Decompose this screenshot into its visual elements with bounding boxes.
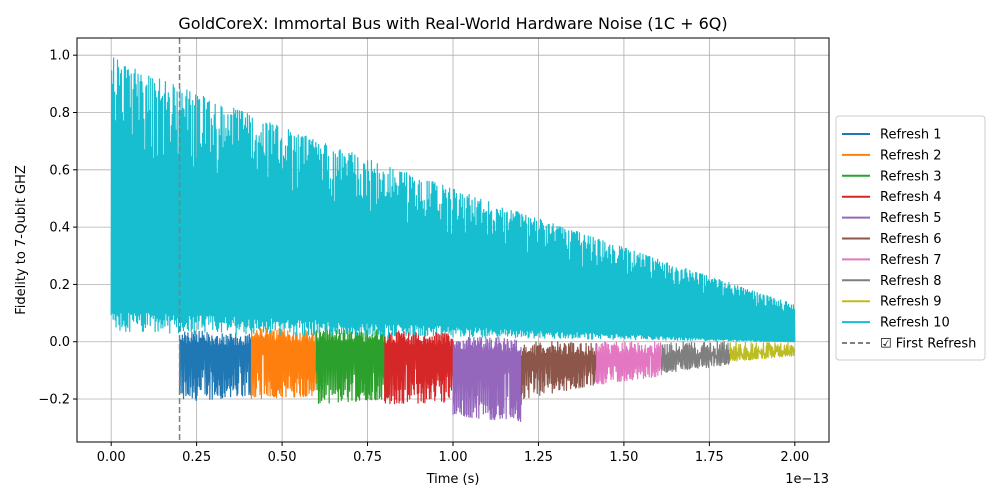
x-tick-label: 1.00 <box>439 450 468 465</box>
x-axis-label: Time (s) <box>426 472 480 487</box>
legend-box <box>835 115 986 361</box>
y-tick-label: 0.4 <box>49 221 70 236</box>
legend-label: Refresh 9 <box>880 295 942 310</box>
series-line-3 <box>315 327 386 405</box>
series-line-7 <box>595 341 663 385</box>
legend-label: Refresh 10 <box>880 316 950 331</box>
x-tick-label: 0.75 <box>353 450 382 465</box>
series-layer <box>110 57 796 422</box>
x-tick-label: 1.50 <box>609 450 638 465</box>
legend-label: Refresh 5 <box>880 211 942 226</box>
x-offset-label: 1e−13 <box>785 472 829 487</box>
x-tick-label: 0.50 <box>268 450 297 465</box>
legend-label: Refresh 3 <box>880 169 942 184</box>
x-tick-label: 1.75 <box>695 450 724 465</box>
y-axis-label: Fidelity to 7-Qubit GHZ <box>14 165 29 315</box>
legend-label: Refresh 4 <box>880 190 942 205</box>
legend-label: Refresh 8 <box>880 274 942 289</box>
series-line-1 <box>178 330 252 402</box>
legend-label: ☑ First Refresh <box>880 337 976 352</box>
series-line-8 <box>660 341 731 373</box>
y-tick-label: 0.0 <box>49 335 70 350</box>
y-tick-label: 0.6 <box>49 163 70 178</box>
legend-label: Refresh 6 <box>880 232 942 247</box>
y-tick-label: 1.0 <box>49 49 70 64</box>
series-line-10 <box>110 57 796 343</box>
y-tick-label: 0.8 <box>49 106 70 121</box>
x-tick-label: 2.00 <box>780 450 809 465</box>
ticks: 0.00 0.25 0.50 0.75 1.00 1.25 1.50 1.75 2.00 −0.2… <box>38 49 809 465</box>
legend-label: Refresh 7 <box>880 253 942 268</box>
legend-label: Refresh 2 <box>880 148 942 163</box>
series-line-9 <box>729 341 796 362</box>
legend: Refresh 1 Refresh 2 Refresh 3 Refresh 4 Refr… <box>835 115 986 361</box>
series-line-2 <box>250 327 317 400</box>
y-tick-label: 0.2 <box>49 278 70 293</box>
y-tick-label: −0.2 <box>38 393 70 408</box>
legend-label: Refresh 1 <box>880 128 942 143</box>
series-line-4 <box>384 330 454 405</box>
x-tick-label: 0.25 <box>182 450 211 465</box>
x-tick-label: 1.25 <box>524 450 553 465</box>
x-tick-label: 0.00 <box>97 450 126 465</box>
series-line-6 <box>520 341 598 400</box>
chart-title: GoldCoreX: Immortal Bus with Real-World … <box>178 14 727 33</box>
series-line-5 <box>452 336 522 422</box>
